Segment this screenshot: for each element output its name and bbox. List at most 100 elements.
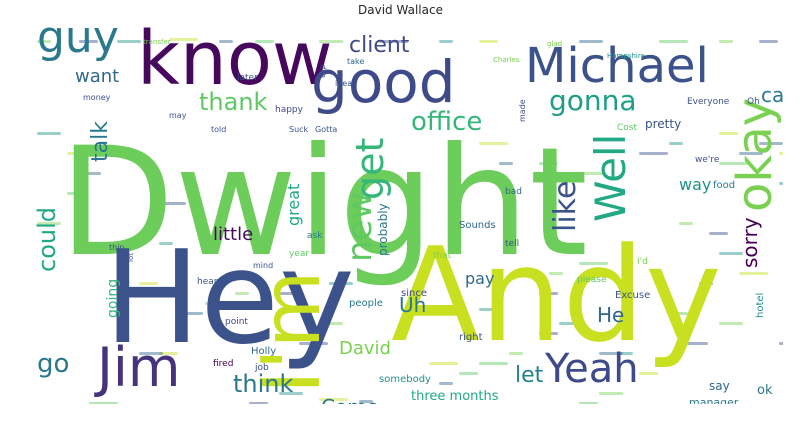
filler-word-mark: [719, 40, 733, 43]
filler-word-mark: [719, 162, 748, 165]
filler-word-mark: [639, 372, 658, 375]
cloud-word: take: [347, 57, 364, 66]
filler-word-mark: [599, 392, 623, 395]
filler-word-mark: [87, 172, 101, 175]
cloud-word: Andy: [391, 219, 722, 371]
filler-word-mark: [669, 142, 683, 145]
filler-word-mark: [679, 222, 693, 225]
filler-word-mark: [279, 392, 303, 395]
filler-word-mark: [179, 312, 203, 315]
cloud-word: think: [233, 370, 294, 398]
cloud-word: Gotta: [315, 125, 337, 134]
filler-word-mark: [659, 40, 688, 43]
cloud-word: know: [137, 22, 333, 102]
filler-word-mark: [255, 40, 274, 43]
cloud-word: sorry: [738, 217, 762, 268]
filler-word-mark: [159, 242, 173, 245]
cloud-word: job: [254, 363, 269, 373]
cloud-word: pay: [465, 269, 494, 288]
filler-word-mark: [249, 402, 268, 404]
cloud-word: Cost: [617, 123, 637, 133]
cloud-word: could: [33, 207, 61, 272]
filler-word-mark: [319, 40, 343, 43]
cloud-word: mind: [253, 261, 273, 270]
filler-word-mark: [299, 342, 328, 345]
cloud-word: okay: [727, 98, 783, 212]
cloud-word: Holly: [251, 346, 276, 357]
cloud-word: made: [518, 99, 527, 122]
cloud-word: manager: [689, 396, 739, 404]
filler-word-mark: [539, 292, 558, 295]
cloud-word: since: [401, 288, 427, 299]
filler-word-mark: [709, 232, 728, 235]
filler-word-mark: [235, 292, 249, 295]
cloud-word: Dwight: [59, 116, 588, 290]
filler-word-mark: [779, 182, 783, 185]
filler-word-mark: [779, 342, 783, 345]
cloud-word: transfer: [143, 38, 171, 46]
cloud-word: new: [340, 192, 380, 262]
cloud-word: Suck: [289, 125, 309, 134]
cloud-word: Uh: [399, 293, 426, 317]
filler-word-mark: [37, 132, 61, 135]
cloud-word: three months: [411, 389, 499, 404]
cloud-word: fired: [213, 359, 233, 369]
cloud-word: thank: [199, 88, 268, 116]
cloud-word: Oh: [747, 97, 760, 107]
cloud-word: Come: [321, 395, 379, 404]
cloud-word: I'm: [245, 270, 338, 394]
filler-word-mark: [759, 40, 778, 43]
filler-word-mark: [739, 272, 768, 275]
cloud-word: please: [577, 275, 607, 285]
cloud-word: food: [713, 180, 735, 191]
filler-word-mark: [117, 40, 141, 43]
cloud-word: Hey: [104, 224, 355, 373]
filler-word-mark: [139, 352, 163, 355]
cloud-word: year: [289, 249, 309, 259]
filler-word-mark: [67, 192, 86, 195]
filler-word-mark: [759, 142, 783, 145]
cloud-word: hotel: [755, 293, 766, 318]
cloud-word: Well: [586, 134, 635, 222]
cloud-word: guy: [37, 22, 119, 63]
cloud-word: go: [37, 349, 69, 379]
filler-word-mark: [289, 362, 303, 365]
cloud-word: somebody: [379, 374, 431, 385]
filler-word-mark: [509, 352, 523, 355]
filler-word-mark: [274, 292, 293, 295]
filler-word-mark: [549, 272, 563, 275]
cloud-word: glad: [547, 40, 562, 48]
filler-word-mark: [429, 362, 458, 365]
filler-word-mark: [219, 40, 233, 43]
filler-word-mark: [319, 398, 348, 401]
filler-word-mark: [539, 332, 558, 335]
cloud-word: I'd: [637, 257, 648, 267]
cloud-word: Sounds: [459, 220, 496, 231]
filler-word-mark: [579, 402, 598, 404]
cloud-word: people: [349, 298, 383, 309]
cloud-word: Excuse: [615, 290, 650, 301]
filler-word-mark: [139, 282, 158, 285]
filler-word-mark: [559, 322, 583, 325]
filler-word-mark: [479, 40, 498, 43]
cloud-word: heard: [197, 277, 223, 287]
filler-word-mark: [439, 382, 453, 385]
filler-word-mark: [579, 262, 608, 265]
cloud-word: ask: [307, 231, 323, 241]
cloud-word: say: [709, 379, 730, 393]
cloud-word: gonna: [549, 84, 637, 117]
cloud-word: that: [433, 251, 452, 261]
filler-word-mark: [67, 152, 96, 155]
cloud-word: bad: [505, 187, 522, 197]
filler-word-mark: [599, 352, 623, 355]
filler-word-mark: [37, 40, 51, 43]
filler-word-mark: [499, 162, 513, 165]
filler-word-mark: [619, 352, 633, 355]
filler-word-mark: [439, 40, 453, 43]
word-cloud: Dwight Hey I'm Andy know good Michael guy Jim Yea…: [19, 22, 783, 404]
cloud-word: point: [225, 317, 248, 327]
cloud-word: David: [339, 338, 391, 359]
cloud-word: office: [411, 107, 482, 137]
filler-word-mark: [37, 222, 61, 225]
